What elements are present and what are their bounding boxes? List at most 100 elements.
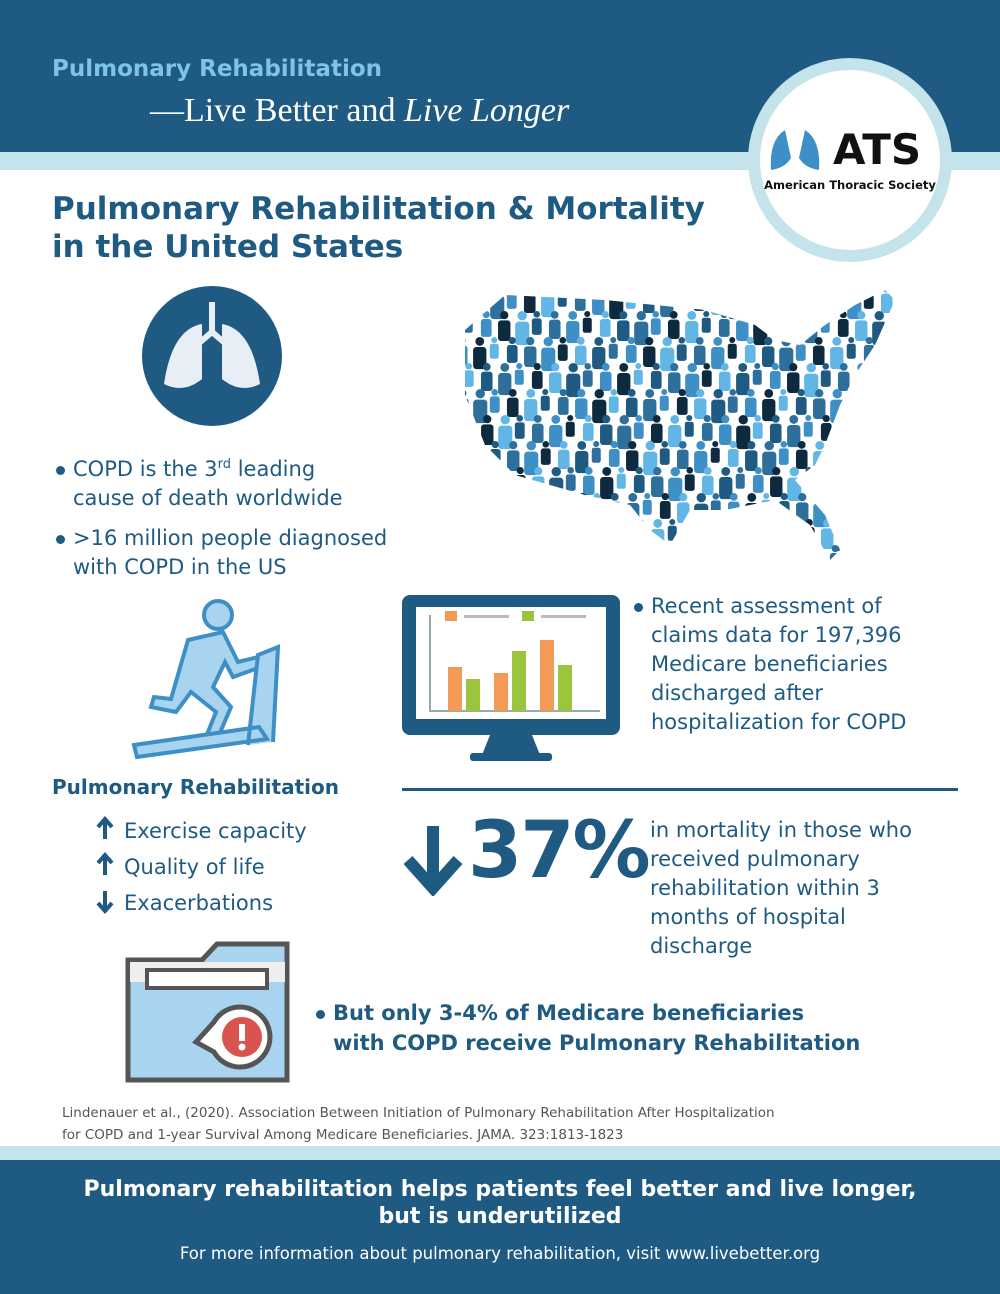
person (812, 290, 824, 311)
person-body (871, 422, 882, 439)
person-head (772, 519, 782, 528)
bullet (634, 602, 643, 612)
person-head (526, 337, 535, 346)
person-body (880, 552, 891, 560)
person-body (531, 318, 542, 335)
person-head (482, 311, 490, 319)
person-body (465, 450, 470, 474)
person-body (787, 372, 800, 394)
person-body (642, 293, 655, 313)
person (745, 441, 758, 472)
person-body (728, 295, 743, 320)
person-head (695, 290, 703, 293)
person-body (846, 343, 856, 359)
person-head (542, 545, 551, 553)
person-body (820, 317, 830, 333)
person-body (761, 499, 771, 515)
person-body (685, 373, 700, 398)
person (863, 389, 876, 417)
person-head (704, 519, 713, 528)
person-head (644, 545, 652, 552)
person (694, 493, 709, 528)
person (812, 337, 825, 365)
person-head (602, 519, 612, 529)
person (820, 311, 830, 333)
person (650, 415, 663, 443)
person-head (873, 467, 881, 475)
person-body (719, 476, 733, 500)
person-head (662, 337, 672, 347)
person-head (890, 415, 895, 423)
person (744, 389, 757, 417)
treadmill (131, 643, 281, 760)
title: Pulmonary Rehabilitation & Mortality in … (52, 190, 705, 266)
stat-line: discharge (650, 934, 753, 958)
down-arrow (403, 826, 463, 896)
person (480, 363, 493, 391)
person-body (718, 371, 731, 391)
person (582, 311, 592, 333)
person-head (509, 441, 518, 450)
rehab-item: Exacerbations (124, 891, 274, 915)
footer-headline: Pulmonary rehabilitation helps patients … (0, 1176, 1000, 1230)
person-head (780, 441, 788, 448)
person-head (465, 493, 468, 503)
person-body (668, 424, 682, 448)
person-body (855, 425, 870, 450)
person-body (812, 345, 825, 365)
person-body (881, 451, 895, 476)
person-body (465, 398, 469, 420)
person (592, 290, 605, 316)
person-head (602, 467, 612, 476)
lung (164, 324, 202, 388)
person-head (713, 389, 723, 399)
person (855, 363, 869, 396)
stat-line: rehabilitation within 3 (650, 876, 880, 900)
person-body (592, 294, 605, 316)
person-head (832, 290, 841, 294)
person (659, 545, 672, 560)
person-body (472, 500, 483, 517)
person-head (840, 519, 850, 529)
person-head (509, 493, 519, 502)
person (846, 493, 859, 521)
person (540, 493, 552, 519)
person (473, 337, 487, 370)
person-head (754, 467, 762, 475)
person (465, 389, 469, 420)
person-body (548, 319, 561, 339)
person-body (574, 293, 586, 311)
person-head (593, 441, 600, 447)
person (566, 311, 580, 344)
person-head (754, 519, 763, 527)
person-head (695, 337, 704, 345)
person (600, 415, 613, 446)
person-head (720, 363, 729, 371)
person-head (644, 493, 651, 499)
person (710, 545, 722, 560)
person-head (474, 493, 482, 500)
person-head (542, 389, 549, 395)
person-body (659, 395, 669, 411)
person-head (482, 363, 491, 371)
person-head (508, 290, 516, 292)
up-arrow (96, 851, 114, 875)
person-head (584, 363, 592, 370)
person-body (650, 423, 663, 443)
person (837, 363, 850, 391)
person-body (465, 423, 475, 441)
person-body (591, 447, 601, 463)
person-head (661, 389, 668, 395)
person-head (533, 415, 542, 423)
person-head (712, 493, 720, 500)
person-body (465, 345, 468, 365)
fact-line: COPD is the 3rd leading (56, 450, 343, 484)
kicker: Pulmonary Rehabilitation (52, 56, 383, 82)
person-body (871, 475, 883, 493)
person-head (551, 415, 561, 424)
person-head (551, 363, 560, 372)
person (736, 363, 750, 396)
person-body (625, 397, 638, 417)
person-head (883, 389, 893, 398)
person-head (822, 467, 831, 475)
